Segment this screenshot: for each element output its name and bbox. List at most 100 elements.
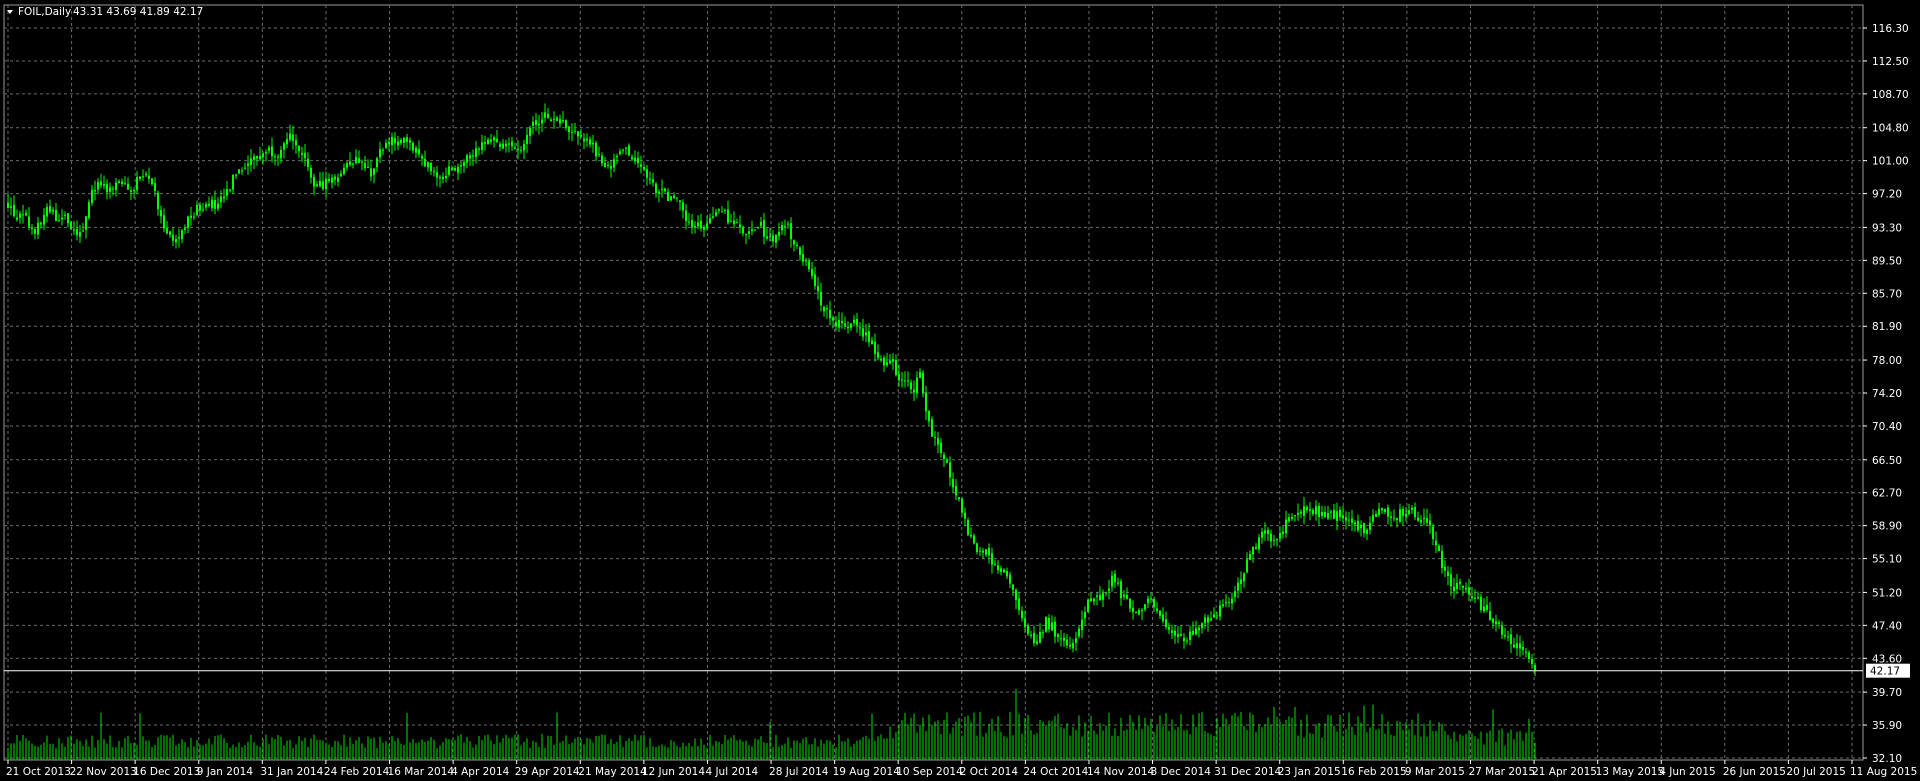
candle-body: [1189, 631, 1191, 640]
candle-body: [802, 254, 804, 262]
candle-body: [10, 206, 12, 208]
candle-body: [1264, 530, 1266, 534]
candle-body: [1171, 630, 1173, 633]
candle-body: [163, 215, 165, 229]
candle-body: [76, 228, 78, 236]
candle-body: [1138, 610, 1140, 615]
candle-body: [988, 547, 990, 556]
chart-header[interactable]: FOIL,Daily 43.31 43.69 41.89 42.17: [7, 6, 203, 18]
candle-body: [1105, 592, 1107, 594]
candle-body: [52, 209, 54, 212]
candles: [7, 103, 1536, 677]
y-tick-label: 39.70: [1872, 687, 1902, 699]
candle-body: [793, 240, 795, 245]
candle-body: [805, 260, 807, 262]
candle-body: [781, 225, 783, 231]
y-tick-label: 55.10: [1872, 554, 1902, 566]
candle-body: [283, 143, 285, 150]
candle-body: [571, 131, 573, 133]
candle-body: [1369, 522, 1371, 530]
candle-body: [1135, 612, 1137, 614]
candle-body: [949, 462, 951, 478]
y-tick-label: 85.70: [1872, 288, 1902, 300]
candle-body: [1237, 582, 1239, 591]
candle-body: [1411, 507, 1413, 510]
candle-body: [151, 178, 153, 185]
candle-body: [766, 236, 768, 239]
candle-body: [1420, 519, 1422, 523]
candle-body: [1240, 579, 1242, 585]
candle-body: [553, 119, 555, 121]
candle-body: [364, 163, 366, 169]
candle-body: [103, 184, 105, 186]
candle-body: [1072, 643, 1074, 649]
y-tick-label: 74.20: [1872, 388, 1902, 400]
y-tick-label: 81.90: [1872, 321, 1902, 333]
candle-body: [634, 157, 636, 162]
candle-body: [523, 143, 525, 151]
candle-body: [1066, 639, 1068, 646]
candle-body: [1309, 509, 1311, 511]
candle-body: [871, 340, 873, 345]
candle-body: [835, 321, 837, 327]
candle-body: [382, 149, 384, 151]
candle-body: [850, 323, 852, 328]
candle-body: [1495, 621, 1497, 625]
candle-body: [778, 231, 780, 237]
candle-body: [370, 168, 372, 177]
candle-body: [421, 156, 423, 159]
candle-body: [829, 309, 831, 319]
candle-body: [883, 357, 885, 366]
candle-body: [958, 497, 960, 500]
candle-body: [199, 204, 201, 211]
candle-body: [46, 207, 48, 217]
candle-body: [1471, 596, 1473, 599]
y-axis[interactable]: 116.30 112.50 108.70 104.80 101.00 97.20 93.30…: [1863, 23, 1909, 765]
candle-body: [721, 211, 723, 213]
candle-body: [334, 176, 336, 180]
candle-body: [1438, 545, 1440, 552]
candle-body: [844, 323, 846, 326]
candle-body: [220, 196, 222, 203]
candle-body: [238, 169, 240, 174]
candle-body: [970, 534, 972, 537]
candle-body: [430, 163, 432, 172]
candle-body: [157, 192, 159, 210]
candle-body: [1390, 516, 1392, 518]
candle-body: [1483, 606, 1485, 612]
candle-body: [1474, 597, 1476, 599]
candle-body: [1003, 569, 1005, 573]
candle-body: [1207, 617, 1209, 623]
candle-body: [1180, 634, 1182, 637]
candle-body: [790, 223, 792, 240]
candle-body: [43, 215, 45, 225]
y-tick-label: 51.20: [1872, 587, 1902, 599]
x-tick-label: 16 Mar 2014: [388, 766, 455, 778]
y-tick-label: 116.30: [1872, 23, 1909, 35]
x-tick-label: 13 May 2015: [1596, 766, 1664, 778]
candle-body: [442, 176, 444, 180]
candle-body: [472, 155, 474, 157]
candle-body: [1456, 582, 1458, 590]
candle-body: [142, 176, 144, 178]
candle-body: [1306, 506, 1308, 511]
candle-body: [886, 362, 888, 366]
candle-body: [598, 153, 600, 155]
y-tick-label: 104.80: [1872, 123, 1909, 135]
candle-body: [310, 167, 312, 178]
candle-body: [862, 328, 864, 337]
candle-body: [244, 167, 246, 169]
candle-body: [1528, 652, 1530, 660]
x-tick-label: 12 Jun 2014: [642, 766, 705, 778]
candle-body: [751, 229, 753, 231]
candle-body: [616, 156, 618, 158]
candle-body: [1351, 518, 1353, 523]
candle-body: [403, 137, 405, 143]
triangle-down-icon[interactable]: [7, 10, 13, 14]
candle-body: [820, 291, 822, 306]
y-tick-label: 89.50: [1872, 255, 1902, 267]
candle-body: [1090, 598, 1092, 602]
candle-body: [622, 149, 624, 151]
